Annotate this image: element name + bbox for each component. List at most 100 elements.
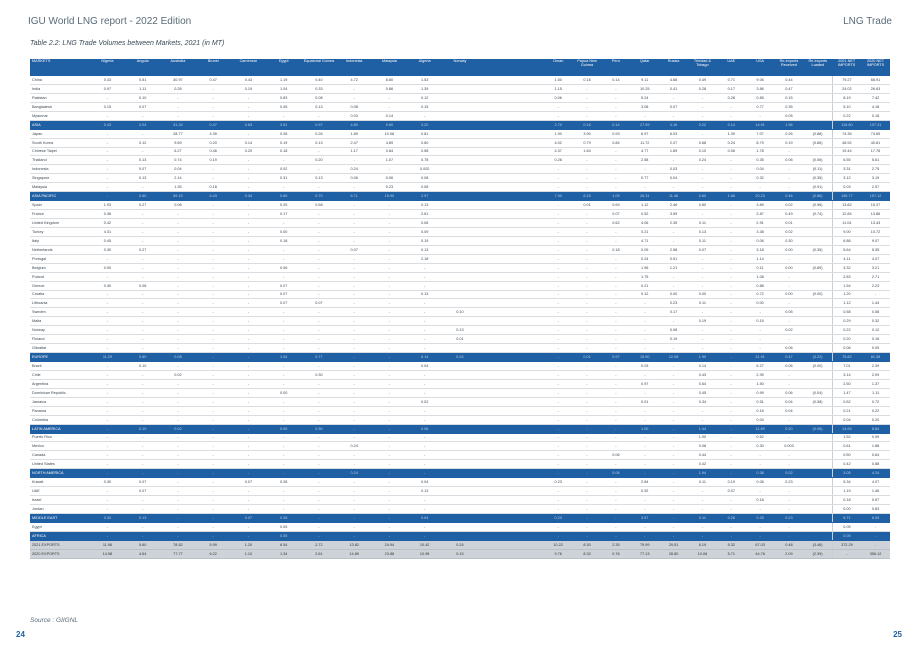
column-header: Papua New Guinea [572, 59, 602, 76]
table-cell: - [659, 343, 688, 354]
table-cell: 0.05 [774, 111, 804, 121]
table-cell [442, 164, 478, 175]
table-cell: - [160, 281, 196, 291]
table-cell [477, 245, 529, 255]
table-cell: - [716, 155, 746, 166]
table-row: Gibraltar - - - - - - - - - - - - - - - - - -0.06 0.06 0.05 [30, 343, 890, 354]
table-cell [803, 218, 833, 228]
table-cell: 0.43 [230, 76, 267, 85]
table-cell: - [572, 379, 602, 389]
table-cell: - [543, 397, 573, 407]
table-cell: 0.47 [774, 352, 804, 362]
table-cell: - [230, 263, 267, 273]
table-cell: 2.04 [125, 120, 161, 130]
table-cell: 0.04 [659, 173, 688, 184]
table-cell [528, 120, 544, 130]
table-cell: - [89, 468, 126, 479]
table-cell: - [716, 352, 746, 362]
row-label: 2021 EXPORTS [30, 540, 90, 550]
table-cell: - [195, 227, 231, 237]
table-cell: - [195, 397, 231, 407]
table-cell: 0.00 [659, 290, 688, 300]
table-cell: - [371, 316, 408, 327]
row-label: ASIA [30, 120, 90, 130]
column-header: UAE [716, 59, 746, 76]
table-cell: - [572, 477, 602, 488]
table-cell: 14.91 [745, 120, 775, 130]
table-cell: 2.97 [407, 191, 443, 202]
table-cell: - [601, 415, 631, 425]
table-cell: 1.11 [125, 84, 161, 94]
table-cell: 0.38 [745, 468, 775, 479]
table-cell: 0.04 [407, 361, 443, 371]
table-cell: 1.04 [266, 352, 302, 362]
table-cell: - [601, 93, 631, 103]
table-cell: - [630, 433, 660, 443]
table-cell: - [125, 441, 161, 452]
table-cell: - [336, 298, 372, 309]
table-cell: - [266, 111, 302, 121]
table-cell [442, 424, 478, 434]
table-cell: - [774, 433, 804, 443]
table-cell [803, 379, 833, 389]
table-cell: 0.45 [266, 102, 302, 112]
table-cell: - [601, 164, 631, 175]
table-cell: - [230, 450, 267, 461]
table-cell: 0.04 [745, 164, 775, 175]
table-cell: (0.96) [803, 200, 833, 211]
table-cell: - [407, 298, 443, 309]
table-cell: - [160, 325, 196, 336]
table-cell: - [336, 343, 372, 354]
table-cell: 0.00 [266, 227, 302, 237]
table-cell: - [407, 316, 443, 327]
table-cell: 0.00 [688, 290, 717, 300]
table-cell: 0.07 [688, 245, 717, 255]
table-cell: 1.34 [266, 549, 302, 559]
table-cell: - [601, 388, 631, 398]
table-cell: 0.24 [336, 164, 372, 175]
table-cell: - [716, 298, 746, 309]
table-cell: - [601, 84, 631, 94]
row-label: Lithuania [30, 298, 90, 309]
table-cell: 107.31 [861, 120, 890, 130]
table-cell: 0.23 [371, 182, 408, 193]
table-cell: - [543, 290, 573, 300]
table-cell: - [371, 343, 408, 354]
table-cell: - [336, 316, 372, 327]
table-cell: - [195, 93, 231, 103]
table-cell: 0.23 [543, 513, 573, 523]
table-cell: 6.71 [831, 513, 862, 523]
table-cell [528, 200, 544, 211]
table-cell: 0.20 [195, 138, 231, 148]
column-header: Egypt [266, 59, 302, 76]
table-cell: - [371, 200, 408, 211]
table-cell: - [630, 164, 660, 175]
table-cell: 0.18 [861, 111, 890, 121]
table-cell: - [230, 245, 267, 255]
table-cell: 0.64 [861, 450, 890, 461]
table-cell: - [716, 307, 746, 318]
table-cell: 1.93 [89, 200, 126, 211]
table-cell [442, 209, 478, 219]
table-cell: - [336, 531, 372, 541]
table-cell: - [89, 147, 126, 157]
table-cell: 1.46 [861, 486, 890, 497]
table-row: China 0.43 0.51 30.97 0.47 0.43 1.19 0.40 4.72 8.… [30, 76, 890, 85]
table-row: Sweden - - - - - - - - - -0.10- - - -0.17- - -0.05 0.58 0… [30, 307, 890, 318]
table-cell: - [543, 227, 573, 237]
table-cell: (0.66) [803, 138, 833, 148]
table-cell [442, 84, 478, 94]
table-cell [442, 504, 478, 514]
table-cell: - [601, 522, 631, 532]
table-cell: - [716, 227, 746, 237]
table-cell: - [89, 182, 126, 193]
table-cell: - [125, 334, 161, 345]
table-row: India 0.97 1.11 0.28-0.19 1.04 0.33-0.86 1.39 1… [30, 84, 890, 94]
table-cell: 0.20 [301, 155, 337, 166]
table-cell: - [301, 477, 337, 488]
table-cell: - [572, 450, 602, 461]
table-cell: 1.94 [688, 468, 717, 479]
table-cell: 6.43 [195, 191, 231, 202]
table-cell: - [601, 290, 631, 300]
table-row: Mexico - - - - - - -0.24- - - - - - -0.08-0.30 0.003 0.… [30, 441, 890, 452]
